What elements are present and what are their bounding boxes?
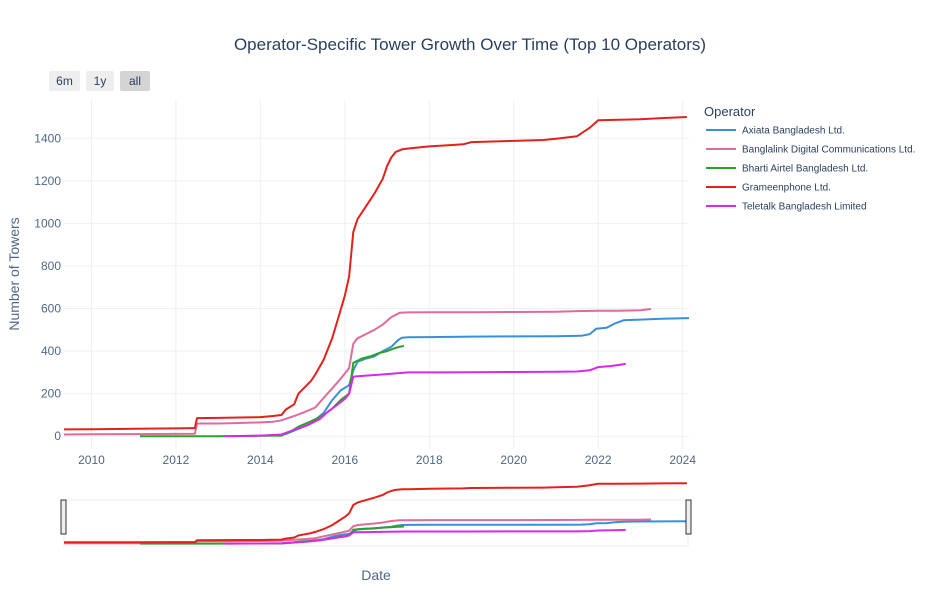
y-axis-ticks: 0 200 400 600 800 1000 1200 1400 xyxy=(34,131,61,443)
x-axis-title: Date xyxy=(361,567,391,583)
series-line-0[interactable] xyxy=(285,317,690,436)
series-line-3[interactable] xyxy=(63,116,687,431)
range-button-1y[interactable]: 1y xyxy=(86,71,114,91)
y-tick-label: 1200 xyxy=(34,174,61,188)
range-slider-series-line-1 xyxy=(63,518,652,545)
range-slider[interactable] xyxy=(60,482,692,547)
y-tick-label: 0 xyxy=(54,429,61,443)
chart-title: Operator-Specific Tower Growth Over Time… xyxy=(234,35,706,54)
y-tick-label: 400 xyxy=(41,344,61,358)
y-tick-label: 1000 xyxy=(34,216,61,230)
gridlines xyxy=(64,100,689,449)
legend-item[interactable]: Teletalk Bangladesh Limited xyxy=(706,202,867,213)
legend-title: Operator xyxy=(704,104,756,119)
range-slider-preview xyxy=(63,482,690,545)
legend-label: Banglalink Digital Communications Ltd. xyxy=(742,145,915,156)
x-tick-label: 2012 xyxy=(163,453,190,467)
legend: Operator Axiata Bangladesh Ltd. Banglalin… xyxy=(704,104,915,213)
legend-item[interactable]: Axiata Bangladesh Ltd. xyxy=(706,126,845,137)
y-tick-label: 1400 xyxy=(34,131,61,145)
x-axis-ticks: 2010 2012 2014 2016 2018 2020 2022 2024 xyxy=(78,453,696,467)
range-slider-series-line-4 xyxy=(224,528,626,545)
x-tick-label: 2016 xyxy=(331,453,358,467)
y-tick-label: 600 xyxy=(41,302,61,316)
range-button-1y-label: 1y xyxy=(94,74,107,88)
y-axis-title: Number of Towers xyxy=(6,217,22,330)
range-button-6m[interactable]: 6m xyxy=(49,71,80,91)
x-tick-label: 2018 xyxy=(416,453,443,467)
x-tick-label: 2014 xyxy=(247,453,274,467)
legend-item[interactable]: Bharti Airtel Bangladesh Ltd. xyxy=(706,164,868,175)
range-slider-left-handle[interactable] xyxy=(60,499,67,535)
range-button-all-label: all xyxy=(129,74,141,88)
legend-label: Teletalk Bangladesh Limited xyxy=(742,202,867,213)
legend-label: Bharti Airtel Bangladesh Ltd. xyxy=(742,164,868,175)
series-line-1[interactable] xyxy=(63,308,652,436)
range-button-all[interactable]: all xyxy=(120,71,150,91)
range-button-6m-label: 6m xyxy=(56,74,73,88)
range-slider-series-line-0 xyxy=(285,520,690,545)
y-tick-label: 800 xyxy=(41,259,61,273)
legend-label: Axiata Bangladesh Ltd. xyxy=(742,126,845,137)
legend-item[interactable]: Banglalink Digital Communications Ltd. xyxy=(706,145,915,156)
x-tick-label: 2022 xyxy=(585,453,612,467)
range-slider-series-line-3 xyxy=(64,482,687,544)
x-tick-label: 2020 xyxy=(500,453,527,467)
range-selector: 6m 1y all xyxy=(49,71,150,91)
series-line-4[interactable] xyxy=(224,362,626,438)
legend-label: Grameenphone Ltd. xyxy=(742,183,831,194)
legend-item[interactable]: Grameenphone Ltd. xyxy=(706,183,831,194)
x-tick-label: 2024 xyxy=(669,453,696,467)
x-tick-label: 2010 xyxy=(78,453,105,467)
range-slider-right-handle[interactable] xyxy=(685,499,692,535)
y-tick-label: 200 xyxy=(41,387,61,401)
plot-area[interactable] xyxy=(63,116,690,438)
